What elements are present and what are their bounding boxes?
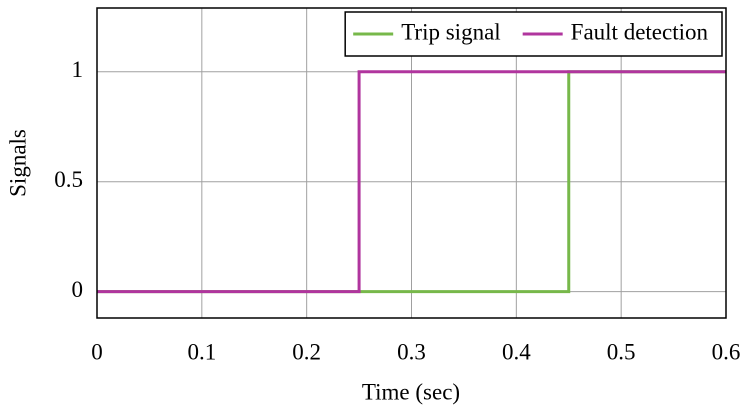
data-line	[97, 70, 726, 294]
legend-label: Trip signal	[401, 19, 500, 44]
legend: Trip signal Fault detection	[344, 11, 723, 57]
y-tick-label: 1	[72, 57, 84, 82]
plot-frame	[96, 7, 727, 319]
y-tick-label: 0	[72, 277, 84, 302]
x-tick-label: 0.3	[397, 339, 426, 364]
x-tick-label: 0.5	[607, 339, 636, 364]
y-axis-label: Signals	[5, 129, 30, 197]
x-tick-label: 0.6	[712, 339, 741, 364]
x-tick-label: 0	[91, 339, 103, 364]
y-tick-label: 0.5	[54, 167, 83, 192]
x-axis-label: Time (sec)	[362, 379, 460, 404]
x-tick-label: 0.1	[187, 339, 216, 364]
x-tick-label: 0.4	[502, 339, 531, 364]
x-tick-label: 0.2	[292, 339, 321, 364]
legend-label: Fault detection	[571, 19, 709, 44]
